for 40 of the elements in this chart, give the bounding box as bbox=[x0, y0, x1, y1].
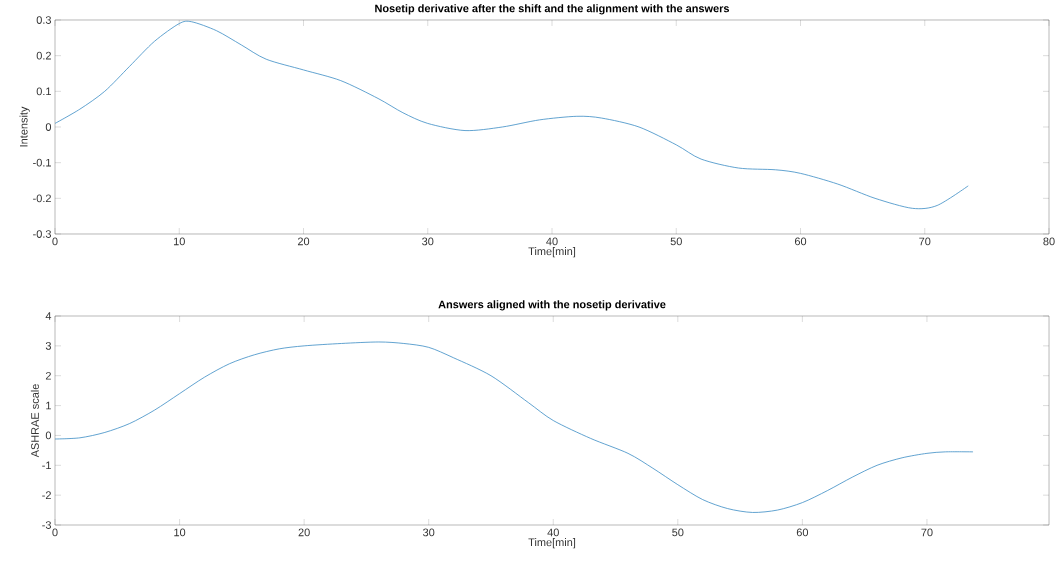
y-axis-title: Intensity bbox=[19, 106, 30, 147]
x-tick-label: 70 bbox=[921, 528, 933, 537]
y-tick-label: -3 bbox=[42, 521, 51, 529]
x-tick-label: 20 bbox=[298, 528, 310, 537]
y-tick-label: -0.2 bbox=[33, 194, 51, 203]
y-tick-label: -2 bbox=[42, 491, 51, 499]
chart-title: Nosetip derivative after the shift and the alignment with the answers bbox=[375, 4, 730, 15]
chart-title: Answers aligned with the nosetip derivative bbox=[438, 300, 666, 311]
x-tick-label: 0 bbox=[52, 528, 58, 537]
x-tick-label: 30 bbox=[423, 528, 435, 537]
y-tick-label: 0.1 bbox=[36, 87, 51, 96]
x-tick-label: 0 bbox=[52, 237, 58, 246]
y-tick-label: 3 bbox=[45, 341, 51, 350]
x-tick-label: 10 bbox=[173, 237, 185, 246]
x-tick-label: 60 bbox=[794, 237, 807, 246]
x-tick-label: 20 bbox=[297, 237, 310, 246]
y-tick-label: 2 bbox=[45, 371, 51, 380]
x-tick-label: 80 bbox=[1043, 237, 1055, 246]
line-series bbox=[55, 341, 974, 513]
x-axis-title: Time[min] bbox=[528, 247, 576, 258]
x-tick-label: 60 bbox=[796, 528, 809, 537]
x-tick-label: 40 bbox=[546, 237, 558, 246]
y-tick-label: 0.2 bbox=[36, 51, 51, 60]
y-tick-label: 0 bbox=[45, 431, 52, 440]
line-series bbox=[55, 20, 969, 210]
y-axis-title: ASHRAE scale bbox=[30, 384, 39, 458]
y-tick-label: 0 bbox=[45, 123, 52, 131]
y-tick-label: -0.1 bbox=[33, 158, 51, 167]
y-tick-label: 4 bbox=[45, 312, 52, 320]
x-tick-label: 50 bbox=[672, 528, 684, 537]
x-tick-label: 40 bbox=[547, 528, 559, 537]
x-tick-label: 50 bbox=[670, 237, 682, 246]
y-tick-label: 0.3 bbox=[36, 16, 51, 24]
y-tick-label: -1 bbox=[42, 461, 51, 470]
y-tick-label: 1 bbox=[46, 401, 51, 410]
x-axis-title: Time[min] bbox=[528, 538, 576, 549]
x-tick-label: 10 bbox=[174, 528, 186, 537]
x-tick-label: 30 bbox=[422, 237, 434, 246]
y-tick-label: -0.3 bbox=[33, 230, 51, 238]
x-tick-label: 70 bbox=[919, 237, 931, 246]
